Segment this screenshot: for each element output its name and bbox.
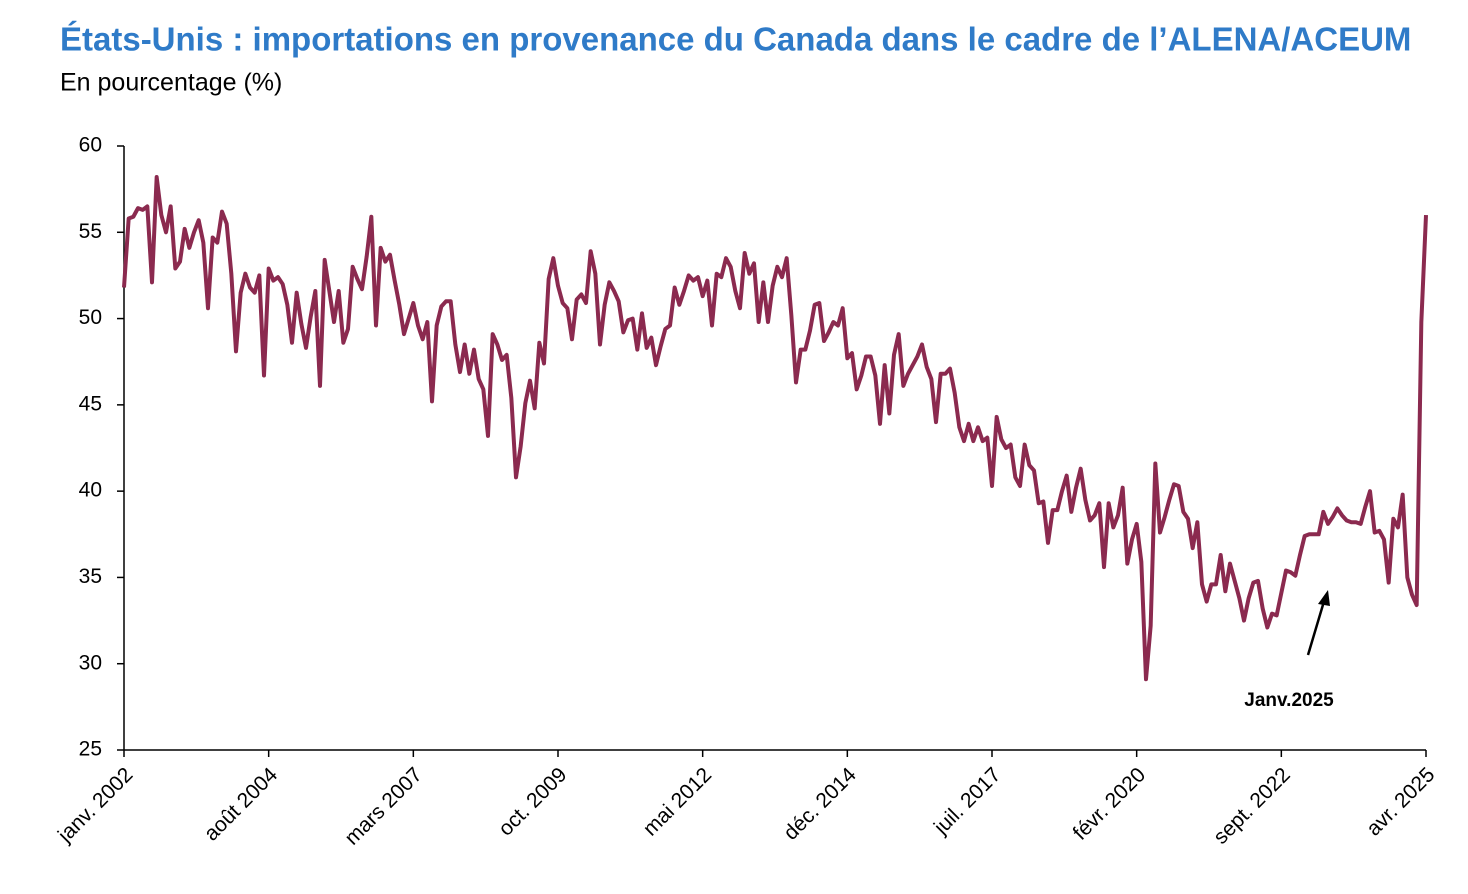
- x-tick-label: janv. 2002: [53, 763, 137, 847]
- annotation: Janv.2025: [1244, 690, 1334, 711]
- chart-subtitle: En pourcentage (%): [60, 69, 282, 97]
- x-tick-label: oct. 2009: [494, 763, 571, 840]
- y-tick-label: 35: [79, 565, 102, 588]
- y-tick-label: 60: [79, 134, 102, 157]
- chart-title: États-Unis : importations en provenance …: [60, 21, 1411, 58]
- x-tick-label: mai 2012: [639, 763, 716, 840]
- x-tick-label: juil. 2017: [929, 763, 1005, 839]
- y-tick-label: 40: [79, 479, 102, 502]
- y-tick-label: 30: [79, 651, 102, 674]
- y-tick-label: 55: [79, 220, 102, 243]
- data-line: [122, 175, 1428, 682]
- x-tick-label: avr. 2025: [1362, 763, 1439, 840]
- y-tick-label: 25: [79, 738, 102, 761]
- x-tick-label: déc. 2014: [779, 763, 861, 845]
- x-tick-label: sept. 2022: [1209, 763, 1295, 849]
- y-tick-label: 45: [79, 392, 102, 415]
- x-tick-label: mars 2007: [340, 763, 426, 849]
- x-tick-label: févr. 2020: [1069, 763, 1150, 844]
- annotation-arrowhead: [1318, 590, 1330, 606]
- annotation-arrow: [1306, 597, 1327, 656]
- x-tick-label: août 2004: [200, 763, 283, 846]
- y-tick-label: 50: [79, 306, 102, 329]
